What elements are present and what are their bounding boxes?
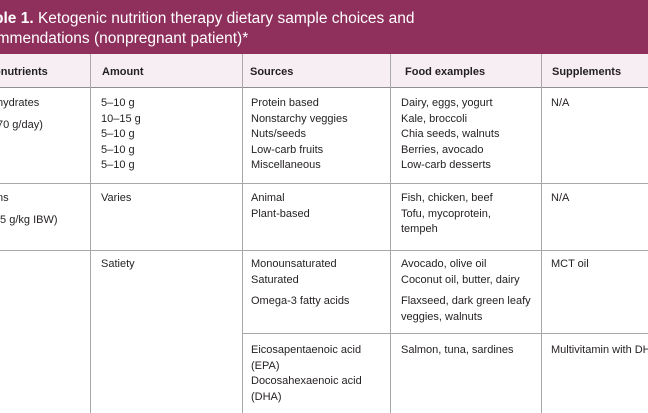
source-item: Nuts/seeds bbox=[251, 128, 307, 141]
food-example: Chia seeds, walnuts bbox=[401, 128, 500, 141]
proteins-amount-cell: Varies bbox=[101, 191, 131, 207]
omega3-sources-cell: Eicosapentaenoic acid (EPA) Docosahexaen… bbox=[251, 343, 362, 405]
source-item: Docosahexaenoic acid bbox=[251, 375, 362, 388]
column-divider bbox=[541, 54, 542, 413]
source-item: Plant-based bbox=[251, 207, 310, 220]
food-example: Fish, chicken, beef bbox=[401, 192, 493, 204]
header-food-examples: Food examples bbox=[405, 66, 486, 78]
supplement-item: Multivitamin with DHA bbox=[551, 344, 648, 356]
proteins-foods-cell: Fish, chicken, beef Tofu, mycoprotein, t… bbox=[401, 191, 493, 238]
source-item: Low-carb fruits bbox=[251, 143, 324, 156]
carbohydrates-nutrient-cell: hydrates 70 g/day) bbox=[0, 96, 43, 133]
omega3-foods-cell: Salmon, tuna, sardines bbox=[401, 343, 514, 359]
source-item: (DHA) bbox=[251, 390, 282, 403]
table-header-row: onutrients Amount Sources Food examples … bbox=[0, 54, 648, 88]
amount-value: 5–10 g bbox=[101, 128, 135, 141]
nutrient-label: hydrates bbox=[0, 97, 40, 109]
row-divider bbox=[0, 250, 648, 251]
food-example: Avocado, olive oil bbox=[401, 258, 487, 270]
carbohydrates-sources-cell: Protein based Nonstarchy veggies Nuts/se… bbox=[251, 96, 348, 174]
source-item: Monounsaturated bbox=[251, 258, 337, 270]
table-number-label: ble 1. bbox=[0, 10, 34, 27]
source-item: Saturated bbox=[251, 273, 299, 286]
column-divider bbox=[242, 54, 243, 413]
nutrient-note: 70 g/day) bbox=[0, 118, 43, 131]
nutrient-note: .5 g/kg IBW) bbox=[0, 213, 58, 226]
food-example: Salmon, tuna, sardines bbox=[401, 344, 514, 356]
row-divider bbox=[0, 183, 648, 184]
food-example: Low-carb desserts bbox=[401, 159, 491, 172]
carbohydrates-amount-cell: 5–10 g 10–15 g 5–10 g 5–10 g 5–10 g bbox=[101, 96, 141, 174]
carbohydrates-supplements-cell: N/A bbox=[551, 96, 569, 112]
proteins-supplements-cell: N/A bbox=[551, 191, 569, 207]
fats-supplements-cell: MCT oil bbox=[551, 257, 589, 273]
supplement-item: N/A bbox=[551, 192, 570, 204]
table-caption-bar: ble 1. Ketogenic nutrition therapy dieta… bbox=[0, 0, 648, 54]
amount-value: 5–10 g bbox=[101, 143, 135, 156]
food-example: Tofu, mycoprotein, bbox=[401, 207, 491, 220]
supplement-item: N/A bbox=[551, 97, 570, 109]
amount-value: 5–10 g bbox=[101, 159, 135, 172]
column-divider bbox=[90, 54, 91, 413]
proteins-nutrient-cell: ns .5 g/kg IBW) bbox=[0, 191, 58, 228]
food-example: veggies, walnuts bbox=[401, 310, 483, 323]
food-example: Berries, avocado bbox=[401, 143, 484, 156]
amount-value: Satiety bbox=[101, 258, 135, 270]
food-example: tempeh bbox=[401, 223, 438, 236]
fats-amount-cell: Satiety bbox=[101, 257, 135, 273]
header-sources: Sources bbox=[250, 66, 294, 78]
header-macronutrients: onutrients bbox=[0, 66, 48, 78]
source-item: Nonstarchy veggies bbox=[251, 112, 348, 125]
fats-sources-cell: Monounsaturated Saturated Omega-3 fatty … bbox=[251, 257, 349, 310]
source-item: Miscellaneous bbox=[251, 159, 321, 172]
source-item: Protein based bbox=[251, 97, 319, 109]
food-example: Flaxseed, dark green leafy bbox=[401, 295, 531, 308]
food-example: Kale, broccoli bbox=[401, 112, 468, 125]
amount-value: 5–10 g bbox=[101, 97, 135, 109]
source-item: (EPA) bbox=[251, 359, 280, 372]
column-divider bbox=[390, 54, 391, 413]
proteins-sources-cell: Animal Plant-based bbox=[251, 191, 310, 222]
source-item: Omega-3 fatty acids bbox=[251, 295, 350, 308]
food-example: Dairy, eggs, yogurt bbox=[401, 97, 493, 109]
omega3-supplements-cell: Multivitamin with DHA bbox=[551, 343, 648, 359]
nutrient-label: ns bbox=[0, 192, 9, 204]
fats-foods-cell: Avocado, olive oil Coconut oil, butter, … bbox=[401, 257, 531, 325]
row-divider bbox=[242, 333, 648, 334]
amount-value: Varies bbox=[101, 192, 132, 204]
carbohydrates-foods-cell: Dairy, eggs, yogurt Kale, broccoli Chia … bbox=[401, 96, 499, 174]
header-supplements: Supplements bbox=[552, 66, 622, 78]
source-item: Animal bbox=[251, 192, 285, 204]
amount-value: 10–15 g bbox=[101, 112, 141, 125]
table-caption-line-1: ble 1. Ketogenic nutrition therapy dieta… bbox=[0, 10, 414, 28]
table-caption-line-2: ommendations (nonpregnant patient)* bbox=[0, 30, 249, 47]
food-example: Coconut oil, butter, dairy bbox=[401, 273, 520, 286]
table-caption-text-1: Ketogenic nutrition therapy dietary samp… bbox=[33, 10, 415, 27]
source-item: Eicosapentaenoic acid bbox=[251, 344, 362, 356]
supplement-item: MCT oil bbox=[551, 258, 589, 270]
header-amount: Amount bbox=[102, 66, 144, 78]
